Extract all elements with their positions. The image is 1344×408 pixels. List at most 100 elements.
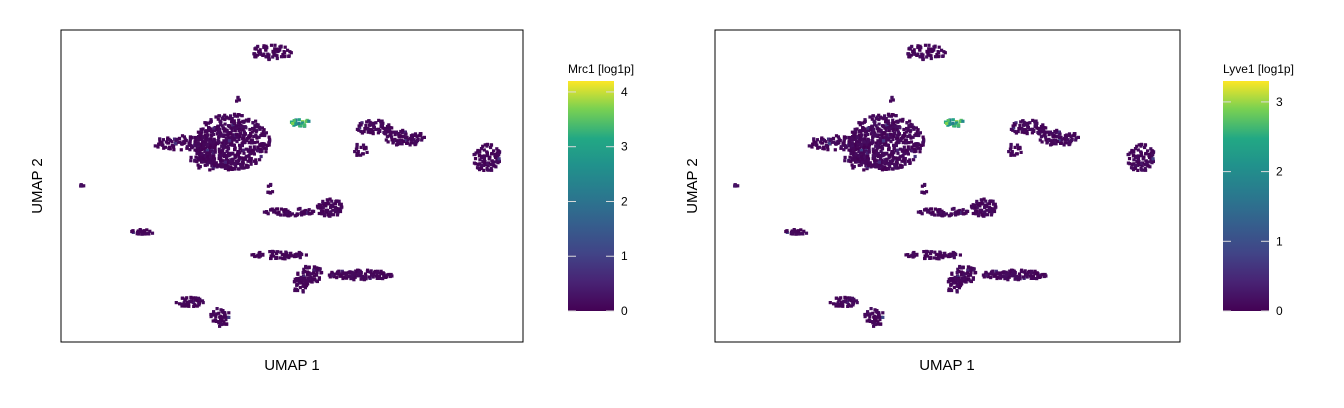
umap-hex-cell <box>1148 160 1152 164</box>
umap-hex-cell <box>968 279 972 283</box>
umap-hex-cell <box>984 273 988 277</box>
umap-hex-cell <box>412 138 416 142</box>
umap-hex-cell <box>981 273 985 277</box>
umap-hex-cell <box>849 152 853 156</box>
umap-hex-cell <box>871 139 875 143</box>
umap-hex-cell <box>877 127 881 131</box>
umap-hex-cell <box>224 116 228 120</box>
umap-hex-cell <box>884 117 888 121</box>
umap-hex-cell <box>404 132 408 136</box>
umap-hex-cell <box>220 124 224 128</box>
umap-hex-cell <box>224 163 228 167</box>
umap-hex-cell <box>211 155 216 159</box>
umap-hex-cell <box>992 209 997 214</box>
umap-hex-cell <box>197 149 201 153</box>
umap-hex-cell-high <box>305 118 309 122</box>
umap-hex-cell <box>927 43 931 47</box>
umap-hex-cell <box>947 277 951 281</box>
umap-hex-cell <box>272 254 276 258</box>
umap-hex-cell <box>850 163 854 167</box>
umap-hex-cell <box>212 163 216 168</box>
umap-hex-cell <box>888 160 893 164</box>
umap-hex-cell <box>893 162 897 167</box>
umap-hex-cell <box>238 131 242 136</box>
umap-hex-cell <box>1054 142 1058 146</box>
umap-hex-cell <box>374 127 378 131</box>
umap-hex-cell <box>896 136 900 140</box>
umap-hex-cell <box>919 210 923 215</box>
umap-hex-cell <box>889 140 893 144</box>
umap-hex-cell <box>1054 130 1058 135</box>
umap-hex-cell <box>269 43 274 47</box>
umap-hex-cell <box>409 141 413 145</box>
umap-hex-cell <box>333 208 337 212</box>
umap-hex-cell <box>279 55 284 59</box>
umap-hex-cell <box>1136 160 1140 165</box>
umap-hex-cell <box>862 120 866 124</box>
umap-hex-cell <box>1140 163 1144 168</box>
umap-hex-cell <box>232 143 236 147</box>
umap-hex-cell <box>855 127 859 131</box>
umap-hex-cell <box>1035 121 1039 125</box>
umap-hex-cell <box>950 272 954 276</box>
umap-hex-cell <box>485 168 490 172</box>
umap-hex-cell <box>241 148 246 152</box>
umap-hex-cell <box>202 139 206 143</box>
umap-hex-cell <box>925 55 929 59</box>
umap-hex-cell <box>921 141 925 145</box>
umap-hex-cell <box>922 250 926 254</box>
umap-hex-cell <box>902 145 906 149</box>
umap-hex-cell <box>215 307 219 311</box>
umap-hex-cell <box>1042 133 1046 137</box>
umap-hex-cell <box>325 210 329 214</box>
umap-hex-cell <box>495 147 499 151</box>
umap-hex-cell <box>870 130 875 134</box>
umap-hex-cell <box>885 133 889 137</box>
umap-hex-cell <box>226 144 230 148</box>
umap-hex-cell <box>390 274 394 278</box>
umap-hex-cell <box>201 147 205 151</box>
umap-hex-cell <box>900 119 905 123</box>
umap-hex-cell <box>332 213 336 217</box>
umap-hex-cell <box>876 145 880 149</box>
umap-hex-cell <box>315 266 319 270</box>
umap-hex-cell <box>1028 121 1032 125</box>
umap-hex-cell <box>180 304 184 308</box>
umap-hex-cell <box>896 138 900 143</box>
umap-hex-cell <box>958 264 962 269</box>
umap-hex-cell <box>301 284 305 288</box>
umap-hex-cell <box>954 213 958 217</box>
umap-hex-cell <box>1144 152 1148 156</box>
umap-hex-cell <box>219 322 223 327</box>
umap-hex-cell <box>833 141 838 145</box>
umap-hex-cell <box>1063 141 1067 145</box>
umap-hex-cell <box>928 53 932 57</box>
umap-hex-cell <box>906 145 910 149</box>
umap-hex-cell <box>866 310 870 314</box>
umap-hex-cell <box>207 160 211 164</box>
umap-hex-cell <box>236 159 240 163</box>
umap-hex-cell <box>408 143 412 147</box>
umap-hex-cell <box>290 212 294 216</box>
umap-hex-cell <box>332 275 336 279</box>
umap-hex-cell <box>935 53 939 57</box>
umap-hex-cell <box>863 137 867 141</box>
umap-hex-cell <box>261 145 265 149</box>
umap-hex-cell <box>262 210 266 214</box>
umap-hex-cell <box>302 209 306 213</box>
umap-hex-cell <box>1009 143 1013 147</box>
umap-hex-cell <box>891 137 895 141</box>
umap-hex-cell <box>251 126 255 131</box>
umap-hex-cell <box>895 128 899 132</box>
umap-hex-cell <box>198 147 202 151</box>
umap-hex-cell <box>897 140 901 144</box>
umap-hex-cell <box>299 251 303 255</box>
umap-hex-cell <box>304 253 308 257</box>
umap-hex-cell <box>394 130 399 134</box>
umap-hex-cell <box>317 277 321 281</box>
umap-hex-cell <box>384 275 388 279</box>
umap-hex-cell <box>1134 156 1138 160</box>
umap-hex-cell <box>1035 277 1039 281</box>
umap-hex-cell <box>908 158 912 162</box>
umap-hex-cell <box>874 141 878 145</box>
